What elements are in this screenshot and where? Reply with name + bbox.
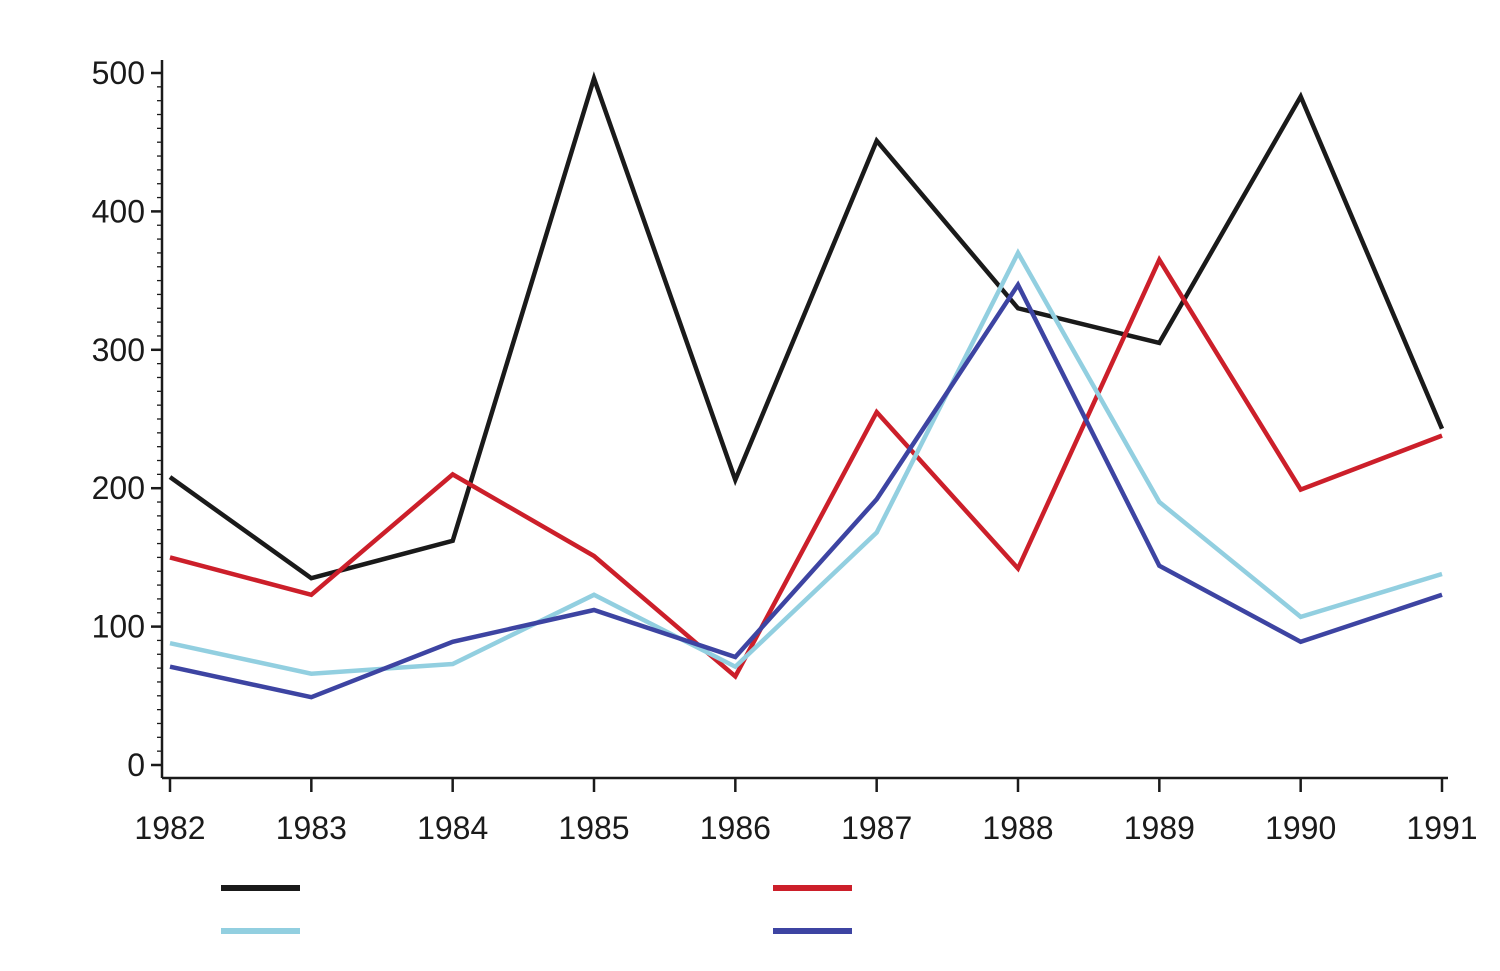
- x-axis: 1982 1983 1984 1985 1986 1987 1988 1989 1990 1991: [134, 776, 1478, 846]
- x-tick-label: 1984: [417, 810, 488, 846]
- x-tick-label: 1985: [558, 810, 629, 846]
- y-tick-label: 300: [92, 332, 145, 368]
- x-tick-label: 1982: [134, 810, 205, 846]
- x-tick-label: 1983: [276, 810, 347, 846]
- series-lines: [168, 71, 1445, 700]
- x-tick-label: 1987: [841, 810, 912, 846]
- legend: [221, 885, 852, 934]
- y-tick-label: 500: [92, 55, 145, 91]
- series-line-4: [169, 280, 1443, 700]
- y-axis: 0 100 200 300 400 500: [92, 55, 164, 783]
- x-tick-label: 1989: [1124, 810, 1195, 846]
- y-tick-label: 400: [92, 193, 145, 229]
- y-tick-label: 0: [127, 747, 145, 783]
- x-tick-label: 1991: [1406, 810, 1477, 846]
- x-tick-label: 1990: [1265, 810, 1336, 846]
- y-tick-label: 200: [92, 470, 145, 506]
- x-tick-label: 1986: [700, 810, 771, 846]
- x-tick-label: 1988: [982, 810, 1053, 846]
- series-line-2: [169, 255, 1443, 680]
- y-tick-label: 100: [92, 609, 145, 645]
- series-line-1: [168, 71, 1445, 581]
